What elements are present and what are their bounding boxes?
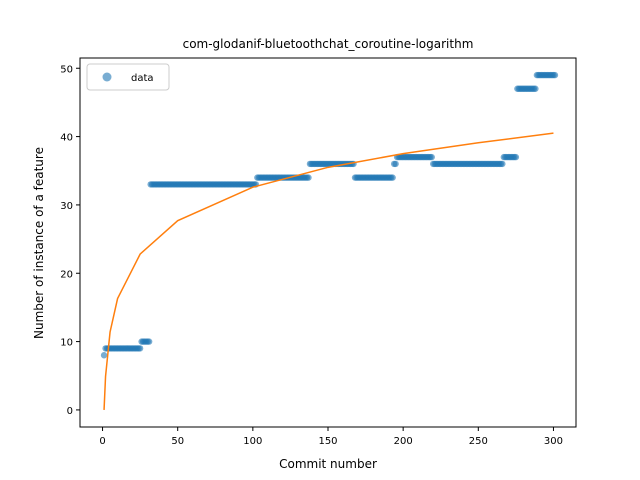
y-tick-label: 40 bbox=[60, 133, 73, 144]
x-tick-label: 250 bbox=[469, 436, 488, 447]
data-point bbox=[499, 160, 506, 168]
data-point bbox=[551, 71, 559, 79]
x-tick-label: 50 bbox=[171, 436, 184, 447]
y-axis: 0 10 20 30 40 50 bbox=[60, 64, 80, 417]
x-tick-label: 150 bbox=[318, 436, 337, 447]
legend: data bbox=[86, 63, 170, 91]
x-tick-label: 0 bbox=[99, 436, 105, 447]
x-tick-label: 200 bbox=[394, 436, 413, 447]
legend-label-data: data bbox=[131, 73, 154, 84]
legend-marker-data bbox=[102, 72, 112, 82]
data-point bbox=[532, 85, 539, 92]
data-point bbox=[389, 174, 396, 181]
plot-area bbox=[100, 71, 559, 410]
fit-line bbox=[103, 132, 554, 410]
x-tick-label: 300 bbox=[544, 436, 563, 447]
y-tick-label: 50 bbox=[60, 64, 73, 75]
y-tick-label: 10 bbox=[60, 338, 73, 349]
data-point bbox=[392, 160, 399, 168]
y-tick-label: 0 bbox=[67, 406, 73, 417]
x-axis: 0 50 100 150 200 250 300 bbox=[99, 427, 563, 447]
chart-title: com-glodanif-bluetoothchat_coroutine-log… bbox=[183, 37, 474, 51]
y-tick-label: 30 bbox=[60, 201, 73, 212]
data-point bbox=[136, 345, 144, 352]
axes-frame bbox=[79, 57, 577, 428]
legend-box bbox=[86, 63, 170, 91]
data-point bbox=[145, 338, 153, 345]
y-axis-label: Number of instance of a feature bbox=[32, 147, 46, 339]
data-point bbox=[305, 174, 312, 181]
data-point bbox=[428, 153, 435, 161]
data-point bbox=[100, 352, 108, 359]
y-tick-label: 20 bbox=[60, 269, 73, 280]
x-axis-label: Commit number bbox=[279, 457, 377, 471]
x-tick-label: 100 bbox=[243, 436, 262, 447]
data-point bbox=[512, 153, 520, 161]
